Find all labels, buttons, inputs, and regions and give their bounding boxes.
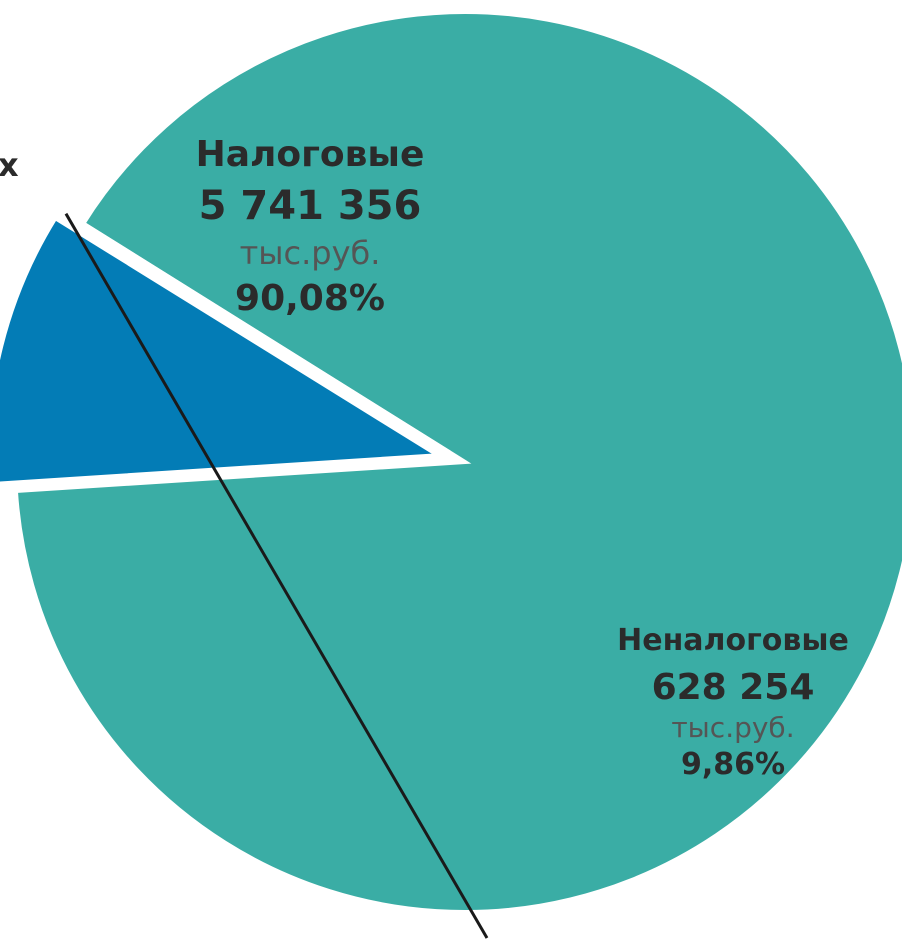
slice-label-nontax: Неналоговые 628 254 тыс.руб. 9,86% bbox=[583, 623, 883, 783]
pie-slice-nontax bbox=[0, 215, 445, 486]
pie-slice-tax bbox=[13, 10, 902, 914]
slice-name-tax: Налоговые bbox=[195, 134, 425, 175]
slice-percent-nontax: 9,86% bbox=[680, 747, 786, 783]
cropped-text-fragment: х bbox=[0, 146, 19, 184]
slice-label-tax: Налоговые 5 741 356 тыс.руб. 90,08% bbox=[160, 134, 460, 320]
slice-name-nontax: Неналоговые bbox=[617, 623, 849, 658]
leader-line bbox=[64, 212, 489, 939]
slice-value-tax: 5 741 356 bbox=[198, 183, 422, 230]
slice-unit-tax: тыс.руб. bbox=[239, 234, 381, 273]
slice-unit-nontax: тыс.руб. bbox=[671, 710, 795, 744]
slice-percent-tax: 90,08% bbox=[235, 278, 385, 320]
slice-value-nontax: 628 254 bbox=[651, 666, 815, 708]
